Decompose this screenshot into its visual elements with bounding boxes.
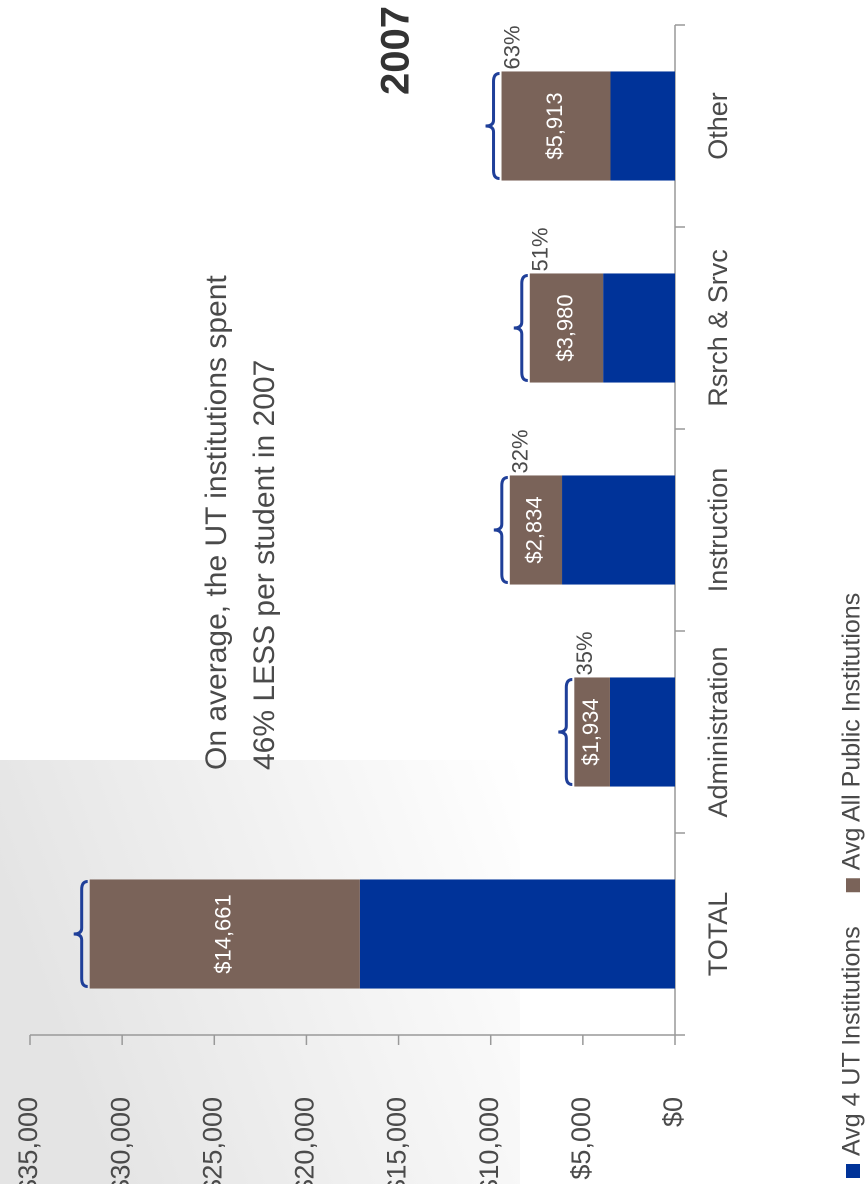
percent-label: 35%: [572, 631, 597, 675]
x-tick-label: Other: [703, 92, 733, 160]
x-tick-label: TOTAL: [703, 892, 733, 977]
y-tick-label: $0: [658, 1097, 688, 1127]
bar-segment: [529, 273, 604, 383]
percent-label: 63%: [499, 25, 524, 69]
value-label: $14,661: [211, 894, 236, 974]
legend-label: Avg 4 UT Institutions: [838, 926, 866, 1156]
bracket: [485, 71, 500, 181]
plot: 2007 On average, the UT institutions spen…: [13, 6, 865, 1184]
chart-title: 2007: [374, 6, 418, 95]
bar-segment: [501, 71, 611, 181]
value-label: $3,980: [552, 294, 577, 361]
bracket: [493, 475, 508, 585]
y-tick-label: $25,000: [197, 1097, 227, 1184]
x-tick-label: Rsrch & Srvc: [703, 249, 733, 407]
x-tick-label: Instruction: [703, 468, 733, 593]
legend-swatch: [846, 1164, 860, 1178]
bracket: [558, 677, 573, 787]
y-tick-label: $10,000: [474, 1097, 504, 1184]
bar-segment: [609, 677, 675, 787]
y-tick-label: $15,000: [382, 1097, 412, 1184]
y-tick-label: $5,000: [566, 1097, 596, 1180]
bracket: [513, 273, 528, 383]
y-tick-label: $35,000: [13, 1097, 43, 1184]
bar-segment: [610, 71, 675, 181]
value-label: $2,834: [522, 496, 547, 563]
bar-segment: [359, 879, 675, 989]
x-tick-label: Administration: [703, 646, 733, 817]
y-tick-label: $30,000: [105, 1097, 135, 1184]
bar-segment: [574, 677, 610, 787]
annotation: 46% LESS per student in 2007: [248, 360, 281, 770]
legend-swatch: [846, 878, 860, 893]
legend-label: Avg All Public Institutions: [838, 593, 866, 870]
percent-label: 32%: [508, 429, 533, 473]
y-tick-label: $20,000: [290, 1097, 320, 1184]
bar-segment: [603, 273, 676, 383]
annotation: On average, the UT institutions spent: [200, 275, 233, 770]
bar-segment: [562, 475, 675, 585]
percent-label: 51%: [528, 227, 553, 271]
bar-segment: [89, 879, 360, 989]
value-label: $1,934: [578, 698, 603, 765]
value-label: $5,913: [542, 92, 567, 159]
bar-segment: [509, 475, 563, 585]
